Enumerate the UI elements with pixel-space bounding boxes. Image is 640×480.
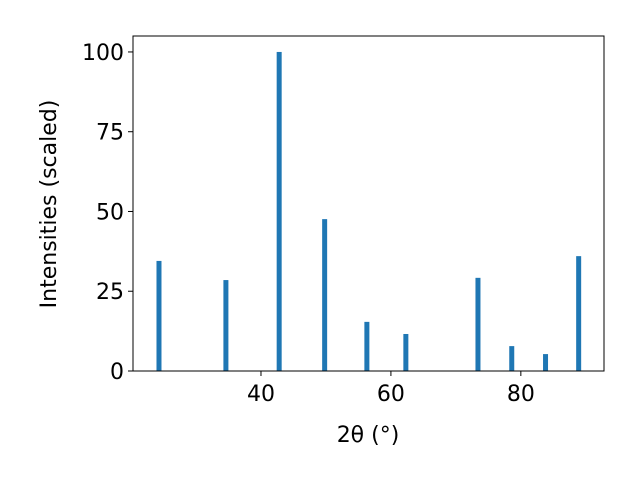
x-tick-label: 80 <box>507 382 535 407</box>
plot-frame <box>132 35 605 372</box>
bar <box>509 346 515 371</box>
bar <box>543 354 549 371</box>
bar <box>576 256 582 371</box>
bar <box>156 260 162 371</box>
x-tick-label: 40 <box>247 382 275 407</box>
bar <box>364 321 370 371</box>
y-tick-label: 100 <box>82 41 124 66</box>
y-tick-label: 25 <box>96 280 124 305</box>
bar <box>322 219 328 371</box>
bar <box>403 333 409 371</box>
y-tick-label: 50 <box>96 200 124 225</box>
bar <box>475 277 481 371</box>
bar <box>276 51 282 371</box>
y-axis-label: Intensities (scaled) <box>37 100 62 309</box>
bar <box>223 280 229 371</box>
x-tick-label: 60 <box>377 382 405 407</box>
y-tick-label: 0 <box>110 360 124 385</box>
y-tick-label: 75 <box>96 121 124 146</box>
x-axis-label: 2θ (°) <box>337 423 400 448</box>
